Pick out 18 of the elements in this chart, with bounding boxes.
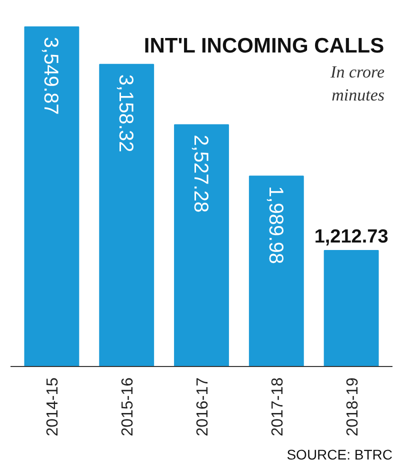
x-tick-label: 2015-16 (120, 377, 137, 436)
data-label: 1,989.98 (264, 186, 286, 264)
bar (174, 124, 229, 366)
x-tick-label: 2017-18 (269, 377, 286, 436)
source-note: SOURCE: BTRC (286, 446, 393, 462)
data-label: 2,527.28 (190, 134, 212, 213)
text: In crore minutes (330, 62, 385, 104)
x-tick-label: 2018-19 (344, 377, 362, 436)
bar (24, 26, 80, 366)
bar (248, 176, 304, 366)
data-label: 1,212.73 (314, 226, 388, 248)
data-label: 3,158.32 (114, 74, 137, 152)
x-tick-label: 2014-15 (44, 377, 62, 436)
bar (99, 64, 154, 366)
x-tick-label: 2016-17 (194, 377, 212, 436)
data-label: 3,549.87 (40, 36, 62, 115)
bar (324, 250, 379, 366)
chart-title: INT'L INCOMING CALLS (144, 34, 384, 58)
